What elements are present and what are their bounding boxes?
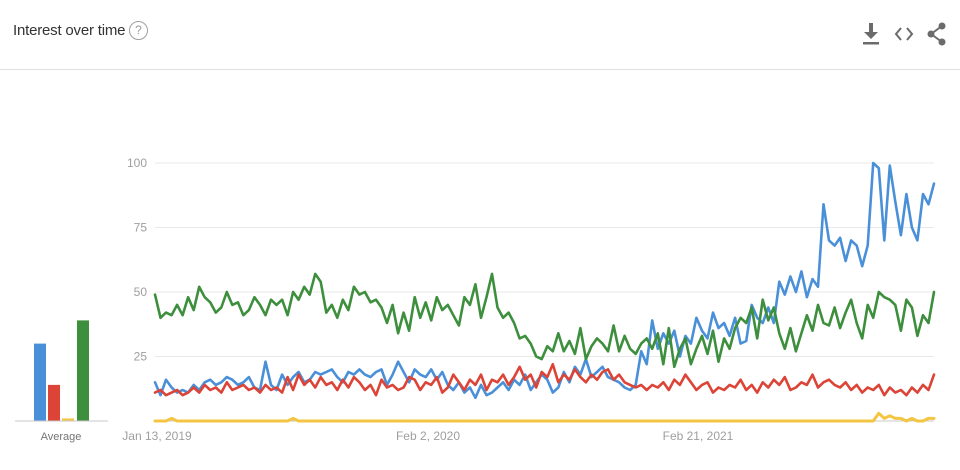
yellow-series-line xyxy=(153,411,936,423)
average-label: Average xyxy=(41,431,82,443)
y-tick-label: 75 xyxy=(134,221,148,235)
y-tick-label: 100 xyxy=(127,156,147,170)
average-bar xyxy=(62,418,74,421)
y-tick-label: 25 xyxy=(134,350,148,364)
average-bar xyxy=(34,343,46,421)
blue-series-line xyxy=(153,161,936,400)
download-icon[interactable] xyxy=(860,22,882,46)
embed-code-icon[interactable] xyxy=(893,22,915,46)
chart-title: Interest over time xyxy=(13,22,126,39)
x-tick-label: Feb 2, 2020 xyxy=(396,429,460,443)
chart-header: Interest over time ? xyxy=(0,0,960,70)
y-tick-label: 50 xyxy=(134,285,148,299)
help-icon[interactable]: ? xyxy=(129,21,148,40)
share-icon[interactable] xyxy=(926,22,948,46)
average-bar xyxy=(48,384,60,421)
x-tick-label: Jan 13, 2019 xyxy=(122,429,192,443)
x-tick-label: Feb 21, 2021 xyxy=(663,429,734,443)
red-series-line xyxy=(153,362,936,397)
average-bar xyxy=(77,320,89,421)
green-series-line xyxy=(153,272,936,369)
